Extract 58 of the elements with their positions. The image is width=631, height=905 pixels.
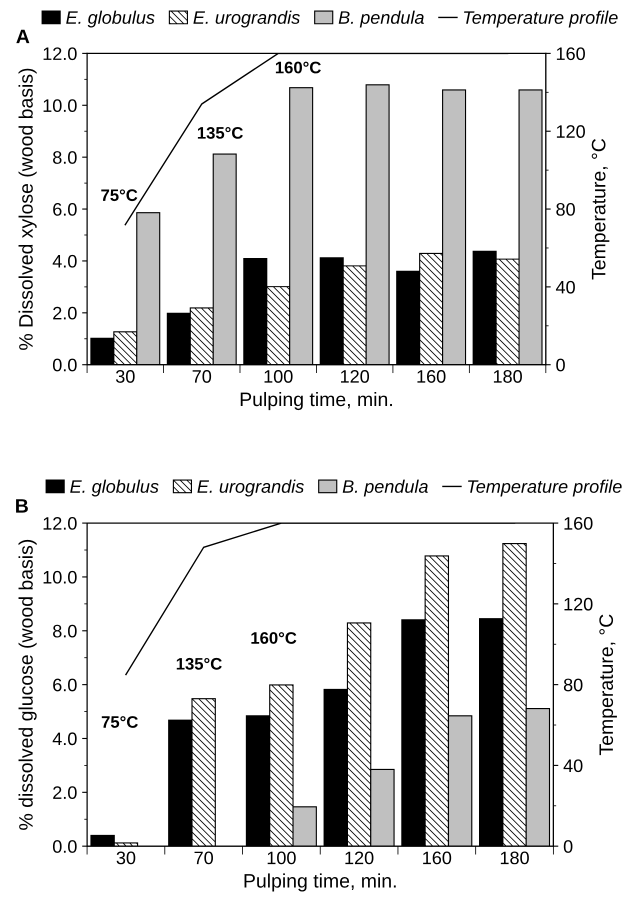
- y2-tick-label: 0: [556, 358, 565, 372]
- annotation: 135°C: [176, 658, 222, 670]
- y-tick-label: 6.0: [53, 678, 77, 692]
- x-tick-label: 70: [194, 852, 213, 864]
- y-tick-label: 8.0: [53, 624, 77, 638]
- x-tick-label: 120: [345, 852, 374, 864]
- x-tick-label: 160: [417, 370, 446, 383]
- y2-tick-label: 120: [556, 125, 585, 138]
- x-tick-label: 180: [500, 852, 529, 864]
- legend-label: E. urograndis: [193, 10, 300, 28]
- y2-tick-label: 40: [556, 280, 575, 294]
- y-tick-label: 10.0: [44, 99, 77, 112]
- y-axis-title: % Dissolved xylose (wood basis): [18, 68, 37, 350]
- x-axis-title: Pulping time, min.: [244, 873, 396, 892]
- annotation: 135°C: [198, 127, 243, 139]
- legend-label: E. urograndis: [197, 480, 304, 496]
- y-tick-label: 0.0: [52, 840, 77, 853]
- y2-axis-title: Temperature, °C: [599, 614, 617, 756]
- y-axis-title: % dissolved glucose (wood basis): [18, 540, 37, 830]
- x-tick-label: 120: [340, 370, 370, 383]
- legend-label: B. pendula: [338, 10, 424, 28]
- legend-label: Temperature profile: [464, 10, 618, 28]
- x-tick-label: 30: [116, 852, 136, 864]
- x-tick-label: 100: [264, 370, 293, 383]
- y2-tick-label: 80: [564, 678, 582, 692]
- y2-tick-label: 160: [556, 47, 585, 60]
- y-tick-label: 6.0: [53, 202, 77, 216]
- y-tick-label: 10.0: [44, 570, 77, 584]
- y2-tick-label: 0: [564, 840, 572, 853]
- text: A: [16, 30, 30, 44]
- x-tick-label: 160: [423, 852, 452, 864]
- annotation: 75°C: [102, 716, 138, 728]
- text: B: [16, 499, 28, 513]
- y-tick-label: 0.0: [52, 358, 77, 372]
- x-tick-label: 180: [494, 370, 522, 383]
- x-tick-label: 100: [268, 852, 296, 864]
- legend-label: E. globulus: [70, 480, 159, 496]
- y2-axis-title: Temperature, °C: [592, 138, 610, 280]
- y2-tick-label: 120: [564, 598, 593, 611]
- y-tick-label: 12.0: [44, 47, 77, 60]
- y-tick-label: 12.0: [44, 517, 77, 530]
- y2-tick-label: 160: [564, 517, 593, 530]
- legend-label: B. pendula: [342, 480, 428, 496]
- y-tick-label: 2.0: [53, 306, 77, 320]
- annotation: 160°C: [251, 632, 296, 644]
- y-tick-label: 2.0: [53, 786, 77, 800]
- x-tick-label: 70: [192, 370, 212, 383]
- x-axis-title: Pulping time, min.: [240, 392, 392, 410]
- y-tick-label: 4.0: [52, 254, 77, 268]
- legend-label: Temperature profile: [468, 480, 622, 496]
- y2-tick-label: 40: [564, 759, 582, 772]
- x-tick-label: 30: [116, 370, 135, 383]
- y-tick-label: 8.0: [53, 151, 77, 164]
- annotation: 75°C: [101, 189, 138, 202]
- legend-label: E. globulus: [66, 10, 155, 28]
- y2-tick-label: 80: [556, 202, 575, 216]
- annotation: 160°C: [276, 62, 321, 74]
- y-tick-label: 4.0: [52, 732, 77, 746]
